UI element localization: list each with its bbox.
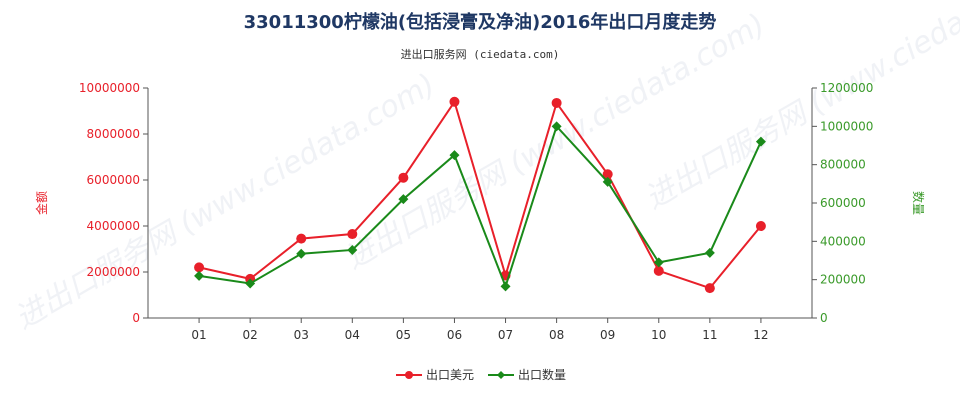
x-tick-label: 08 [549,328,564,342]
data-point-quantity [704,247,715,258]
chart-title: 33011300柠檬油(包括浸膏及净油)2016年出口月度走势 [244,11,717,33]
y-right-axis-label: 数量 [911,191,926,215]
series-layer [194,96,766,294]
x-tick-label: 06 [447,328,462,342]
data-point-amount [296,233,307,244]
y-right-tick-label: 400000 [820,234,866,248]
y-left-tick-label: 10000000 [79,81,140,95]
x-tick-label: 03 [294,328,309,342]
data-point-amount [551,97,562,108]
data-point-amount [704,283,715,294]
data-point-amount [449,96,460,107]
data-point-amount [194,262,205,273]
x-tick-label: 01 [191,328,206,342]
legend-label: 出口数量 [518,367,566,382]
x-tick-label: 12 [753,328,768,342]
data-point-quantity [551,121,562,132]
legend: 出口美元 出口数量 [396,367,566,382]
data-point-amount [653,265,664,276]
y-left-tick-label: 0 [132,311,140,325]
data-point-quantity [398,194,409,205]
data-point-quantity [602,176,613,187]
x-tick-label: 04 [345,328,360,342]
data-point-quantity [755,136,766,147]
data-point-amount [347,229,358,240]
y-left-tick-label: 2000000 [87,265,140,279]
y-right-tick-label: 200000 [820,273,866,287]
x-tick-label: 05 [396,328,411,342]
y-left-tick-label: 4000000 [87,219,140,233]
x-tick-label: 02 [243,328,258,342]
data-point-amount [755,221,766,231]
chart-subtitle: 进出口服务网 (ciedata.com) [401,47,560,61]
x-tick-label: 11 [702,328,717,342]
data-point-quantity [347,244,358,255]
data-point-quantity [245,278,256,289]
x-tick-label: 09 [600,328,615,342]
series-line-2 [198,124,762,290]
axes-layer: 0200000040000006000000800000010000000金额0… [34,81,926,342]
y-left-tick-label: 6000000 [87,173,140,187]
data-point-quantity [653,257,664,268]
y-left-axis-label: 金额 [34,191,49,215]
legend-label: 出口美元 [426,368,474,382]
series-line-1 [198,99,762,290]
data-point-quantity [500,281,511,292]
data-point-quantity [296,248,307,259]
y-left-tick-label: 8000000 [87,127,140,141]
x-tick-label: 07 [498,328,513,342]
watermark-text: 进出口服务网 (www.ciedata.com) [9,67,441,337]
y-right-tick-label: 600000 [820,196,866,210]
legend-marker [497,371,505,379]
data-point-quantity [194,270,205,281]
legend-marker [405,371,413,379]
data-point-amount [398,172,409,183]
data-point-quantity [449,150,460,161]
y-right-tick-label: 1000000 [820,119,873,133]
y-right-tick-label: 800000 [820,158,866,172]
y-right-tick-label: 1200000 [820,81,873,95]
data-point-amount [602,169,613,180]
y-right-tick-label: 0 [820,311,828,325]
x-tick-label: 10 [651,328,666,342]
